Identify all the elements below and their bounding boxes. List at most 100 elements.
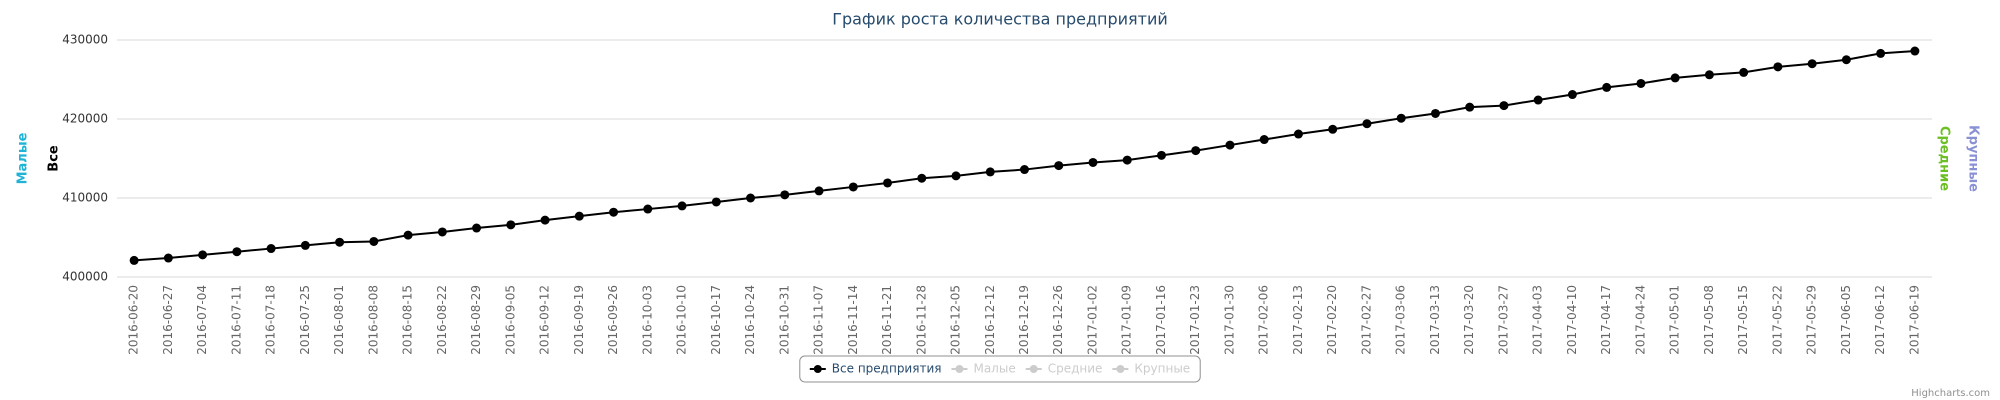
x-tick-label: 2017-06-12 [1873, 285, 1887, 355]
x-tick-label: 2016-08-15 [401, 285, 415, 355]
data-point [1156, 150, 1166, 160]
x-tick-label: 2017-02-27 [1359, 285, 1373, 355]
x-tick-label: 2016-08-08 [366, 285, 380, 355]
data-point [1773, 62, 1783, 72]
data-point [1499, 101, 1509, 111]
x-tick-label: 2017-04-03 [1531, 285, 1545, 355]
legend-symbol [955, 365, 964, 373]
x-tick-label: 2016-06-20 [127, 285, 141, 355]
y-tick-label: 420000 [62, 112, 108, 126]
data-point [1088, 157, 1098, 167]
data-point [1567, 90, 1577, 100]
data-point [1841, 55, 1851, 65]
x-tick-label: 2017-01-02 [1085, 285, 1099, 355]
data-point [711, 197, 721, 207]
x-tick-label: 2016-11-07 [812, 285, 826, 355]
data-point [1293, 129, 1303, 139]
data-point [472, 223, 482, 233]
x-tick-label: 2017-03-13 [1428, 285, 1442, 355]
x-tick-label: 2016-08-22 [435, 285, 449, 355]
data-point [1259, 135, 1269, 145]
data-point [574, 211, 584, 221]
x-tick-label: 2016-09-12 [538, 285, 552, 355]
x-tick-label: 2017-03-06 [1394, 285, 1408, 355]
legend-label[interactable]: Малые [973, 362, 1015, 376]
data-point [163, 253, 173, 263]
data-point [1020, 165, 1029, 175]
data-point [985, 167, 995, 177]
data-point [1636, 78, 1646, 88]
x-tick-label: 2016-12-12 [983, 285, 997, 355]
x-tick-label: 2016-06-27 [161, 285, 175, 355]
x-tick-label: 2016-07-25 [298, 285, 312, 355]
x-tick-label: 2016-07-04 [195, 285, 209, 355]
data-point [1362, 119, 1372, 129]
data-point [848, 182, 858, 192]
data-point [1807, 59, 1817, 69]
data-point [1225, 140, 1235, 150]
data-point [1670, 73, 1680, 83]
x-tick-label: 2017-05-15 [1736, 285, 1750, 355]
x-tick-label: 2016-11-21 [880, 285, 894, 355]
legend-label[interactable]: Крупные [1134, 362, 1190, 376]
data-point [403, 230, 413, 240]
x-tick-label: 2016-10-03 [640, 285, 654, 355]
legend-symbol [1029, 365, 1038, 373]
x-tick-label: 2016-08-01 [332, 285, 346, 355]
x-tick-label: 2017-01-16 [1154, 285, 1168, 355]
x-tick-label: 2016-07-11 [229, 285, 243, 355]
data-point [300, 240, 310, 250]
data-point [677, 201, 687, 211]
x-tick-label: 2017-01-30 [1222, 285, 1236, 355]
x-tick-label: 2016-09-26 [606, 285, 620, 355]
legend-label[interactable]: Все предприятия [832, 362, 942, 376]
x-tick-label: 2016-07-18 [264, 285, 278, 355]
data-point [232, 247, 242, 257]
data-point [1739, 67, 1749, 77]
x-tick-label: 2017-03-20 [1462, 285, 1476, 355]
x-tick-label: 2017-04-10 [1565, 285, 1579, 355]
y-tick-label: 400000 [62, 270, 108, 284]
x-tick-label: 2017-01-09 [1120, 285, 1134, 355]
x-tick-label: 2016-08-29 [469, 285, 483, 355]
x-tick-label: 2016-10-17 [709, 285, 723, 355]
data-point [643, 204, 653, 214]
data-point [746, 193, 756, 203]
data-point [609, 207, 619, 217]
y-axis-title: Все [47, 145, 62, 172]
x-tick-label: 2017-04-17 [1599, 285, 1613, 355]
data-point [1191, 146, 1201, 156]
x-tick-label: 2017-01-23 [1188, 285, 1202, 355]
x-tick-label: 2017-05-01 [1668, 285, 1682, 355]
y-axis-title: Малые [16, 132, 31, 184]
x-tick-label: 2017-03-27 [1496, 285, 1510, 355]
legend: Все предприятия Малые Средние Крупные [799, 355, 1201, 383]
data-point [1122, 155, 1132, 165]
data-point [1430, 108, 1440, 118]
credits: Highcharts.com [1911, 388, 1990, 399]
legend-symbol [813, 365, 822, 373]
data-point [1054, 161, 1064, 171]
data-point [951, 171, 961, 181]
y-tick-label: 410000 [62, 191, 108, 205]
data-point [198, 250, 208, 260]
x-tick-label: 2017-06-19 [1907, 285, 1921, 355]
x-tick-label: 2016-09-05 [503, 285, 517, 355]
x-tick-label: 2016-10-31 [777, 285, 791, 355]
data-point [814, 186, 824, 196]
y2-axis-title: Крупные [1966, 125, 1981, 192]
data-point [335, 237, 345, 247]
legend-box [799, 355, 1201, 383]
data-point [266, 244, 276, 254]
x-tick-label: 2016-12-26 [1051, 285, 1065, 355]
x-tick-label: 2017-02-20 [1325, 285, 1339, 355]
data-point [1910, 46, 1920, 56]
data-point [1465, 102, 1475, 112]
x-tick-label: 2017-05-08 [1702, 285, 1716, 355]
data-point [780, 190, 790, 200]
legend-label[interactable]: Средние [1048, 362, 1103, 376]
data-point [437, 227, 447, 237]
x-tick-label: 2016-09-19 [572, 285, 586, 355]
data-point [506, 220, 516, 230]
